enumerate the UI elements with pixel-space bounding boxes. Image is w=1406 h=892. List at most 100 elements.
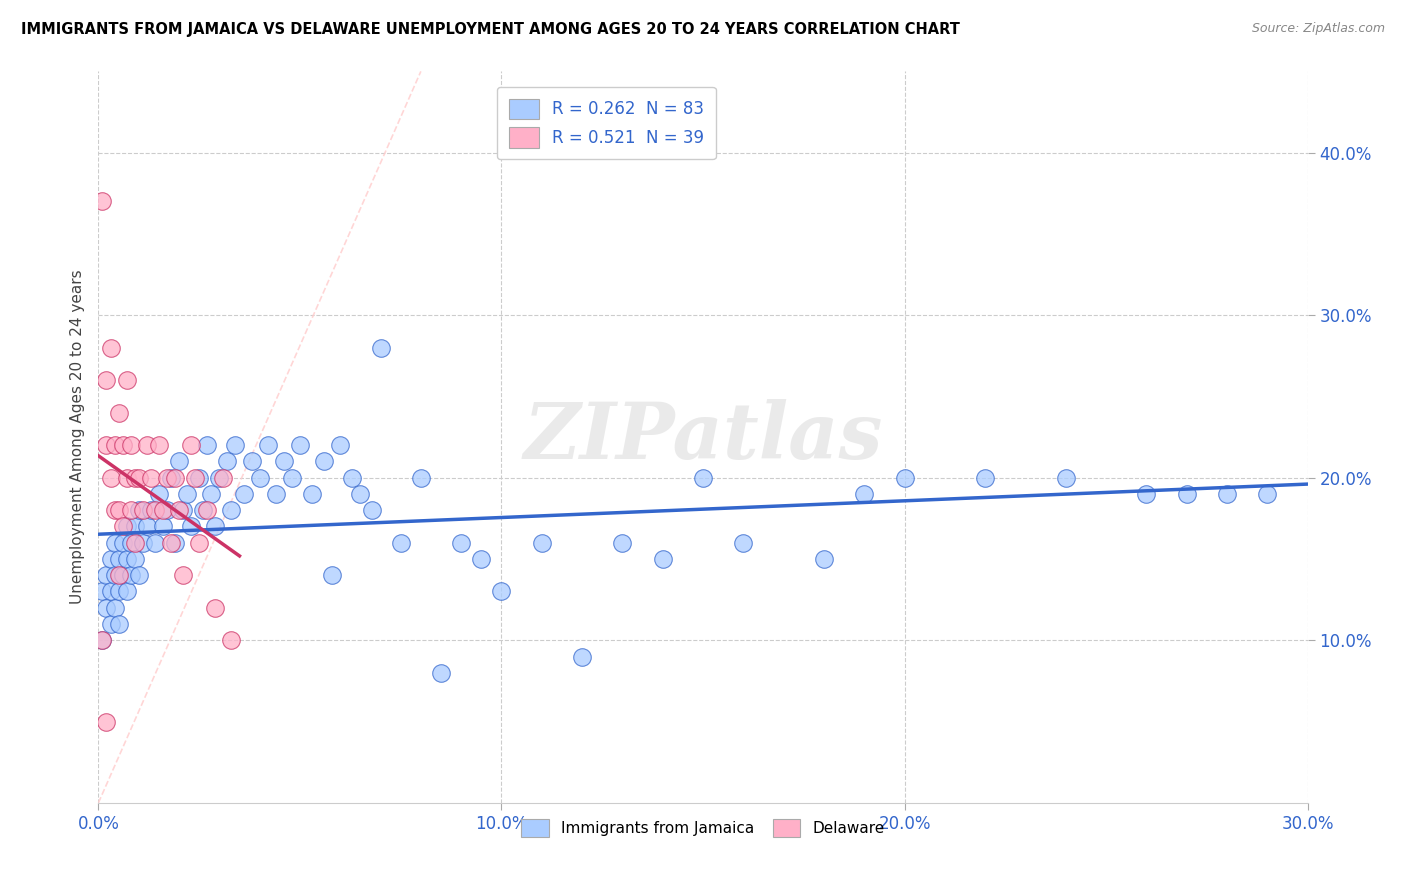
Point	[1216, 487, 1239, 501]
Point	[96, 714, 118, 729]
Point	[120, 438, 142, 452]
Point	[103, 503, 125, 517]
Point	[103, 600, 125, 615]
Point	[111, 535, 134, 549]
Point	[132, 535, 155, 549]
Point	[813, 552, 835, 566]
Point	[143, 535, 166, 549]
Point	[893, 471, 915, 485]
Point	[152, 503, 174, 517]
Point	[212, 471, 235, 485]
Point	[430, 665, 453, 680]
Point	[100, 552, 122, 566]
Point	[180, 438, 202, 452]
Point	[288, 438, 311, 452]
Point	[132, 503, 155, 517]
Point	[450, 535, 472, 549]
Point	[361, 503, 384, 517]
Point	[124, 471, 146, 485]
Point	[115, 373, 138, 387]
Point	[96, 568, 118, 582]
Point	[115, 552, 138, 566]
Point	[100, 584, 122, 599]
Point	[100, 617, 122, 632]
Point	[124, 519, 146, 533]
Point	[91, 633, 114, 648]
Point	[167, 454, 190, 468]
Point	[281, 471, 304, 485]
Point	[91, 584, 114, 599]
Legend: Immigrants from Jamaica, Delaware: Immigrants from Jamaica, Delaware	[512, 809, 894, 847]
Point	[103, 438, 125, 452]
Point	[135, 519, 157, 533]
Point	[115, 471, 138, 485]
Point	[256, 438, 278, 452]
Point	[124, 535, 146, 549]
Point	[273, 454, 295, 468]
Point	[692, 471, 714, 485]
Point	[195, 438, 218, 452]
Point	[612, 535, 634, 549]
Point	[176, 487, 198, 501]
Point	[240, 454, 263, 468]
Text: IMMIGRANTS FROM JAMAICA VS DELAWARE UNEMPLOYMENT AMONG AGES 20 TO 24 YEARS CORRE: IMMIGRANTS FROM JAMAICA VS DELAWARE UNEM…	[21, 22, 960, 37]
Point	[1175, 487, 1198, 501]
Point	[160, 535, 183, 549]
Point	[232, 487, 254, 501]
Point	[96, 373, 118, 387]
Point	[204, 519, 226, 533]
Point	[156, 471, 179, 485]
Point	[1054, 471, 1077, 485]
Point	[301, 487, 323, 501]
Point	[139, 471, 162, 485]
Point	[409, 471, 432, 485]
Point	[224, 438, 246, 452]
Point	[184, 471, 207, 485]
Point	[733, 535, 755, 549]
Point	[107, 584, 129, 599]
Text: ZIPatlas: ZIPatlas	[523, 399, 883, 475]
Point	[530, 535, 553, 549]
Point	[172, 503, 194, 517]
Point	[163, 471, 186, 485]
Point	[195, 503, 218, 517]
Point	[1256, 487, 1278, 501]
Point	[96, 438, 118, 452]
Point	[128, 471, 150, 485]
Point	[143, 503, 166, 517]
Point	[342, 471, 364, 485]
Point	[180, 519, 202, 533]
Point	[100, 341, 122, 355]
Point	[128, 568, 150, 582]
Point	[188, 471, 211, 485]
Point	[217, 454, 239, 468]
Point	[107, 503, 129, 517]
Point	[167, 503, 190, 517]
Point	[853, 487, 876, 501]
Point	[370, 341, 392, 355]
Point	[200, 487, 222, 501]
Point	[135, 438, 157, 452]
Point	[321, 568, 343, 582]
Point	[204, 600, 226, 615]
Point	[329, 438, 352, 452]
Point	[103, 568, 125, 582]
Point	[107, 406, 129, 420]
Point	[96, 600, 118, 615]
Point	[491, 584, 513, 599]
Point	[221, 503, 243, 517]
Point	[221, 633, 243, 648]
Point	[91, 194, 114, 209]
Point	[91, 633, 114, 648]
Point	[111, 568, 134, 582]
Point	[111, 438, 134, 452]
Point	[389, 535, 412, 549]
Point	[120, 503, 142, 517]
Point	[249, 471, 271, 485]
Point	[188, 535, 211, 549]
Point	[120, 535, 142, 549]
Point	[148, 438, 170, 452]
Point	[115, 584, 138, 599]
Point	[107, 617, 129, 632]
Point	[139, 503, 162, 517]
